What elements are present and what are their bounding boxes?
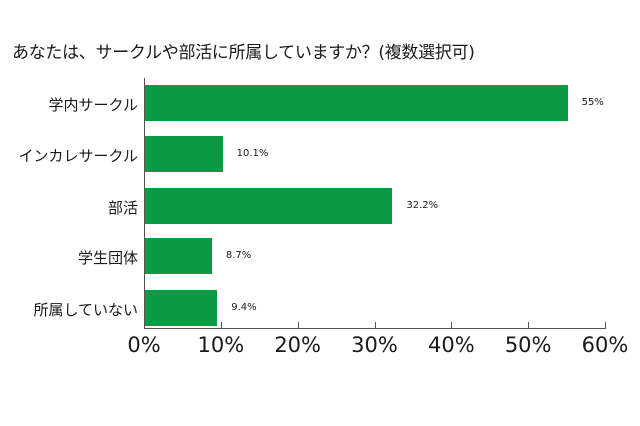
category-label: インカレサークル bbox=[18, 147, 138, 165]
bar bbox=[145, 136, 223, 172]
category-label: 部活 bbox=[107, 199, 138, 217]
bar bbox=[145, 85, 568, 121]
x-tick-label: 0% bbox=[127, 333, 161, 357]
y-axis-line bbox=[144, 78, 145, 329]
x-tick-label: 40% bbox=[427, 333, 475, 357]
x-tick bbox=[297, 322, 299, 328]
x-tick-label: 30% bbox=[351, 333, 398, 357]
x-tick-label: 60% bbox=[581, 333, 629, 357]
category-label: 所属していない bbox=[33, 301, 138, 319]
bar bbox=[145, 188, 393, 224]
x-tick-label: 20% bbox=[274, 333, 321, 357]
category-label: 学生団体 bbox=[77, 249, 138, 267]
value-label: 55% bbox=[581, 97, 604, 108]
x-tick bbox=[451, 322, 453, 328]
x-tick bbox=[605, 322, 606, 328]
x-tick bbox=[144, 322, 145, 328]
x-tick-label: 10% bbox=[197, 333, 245, 357]
x-tick bbox=[374, 322, 376, 328]
category-label: 学内サークル bbox=[48, 96, 138, 114]
bar bbox=[145, 290, 218, 326]
value-label: 10.1% bbox=[236, 148, 269, 159]
x-tick bbox=[220, 322, 222, 328]
value-label: 8.7% bbox=[225, 250, 252, 261]
chart-title: あなたは、サークルや部活に所属していますか？(複数選択可) bbox=[12, 43, 475, 63]
value-label: 32.2% bbox=[406, 200, 439, 211]
x-axis-line bbox=[144, 328, 606, 329]
value-label: 9.4% bbox=[231, 302, 257, 313]
x-tick-label: 50% bbox=[504, 333, 552, 357]
bar bbox=[145, 238, 212, 274]
x-tick bbox=[528, 322, 530, 328]
